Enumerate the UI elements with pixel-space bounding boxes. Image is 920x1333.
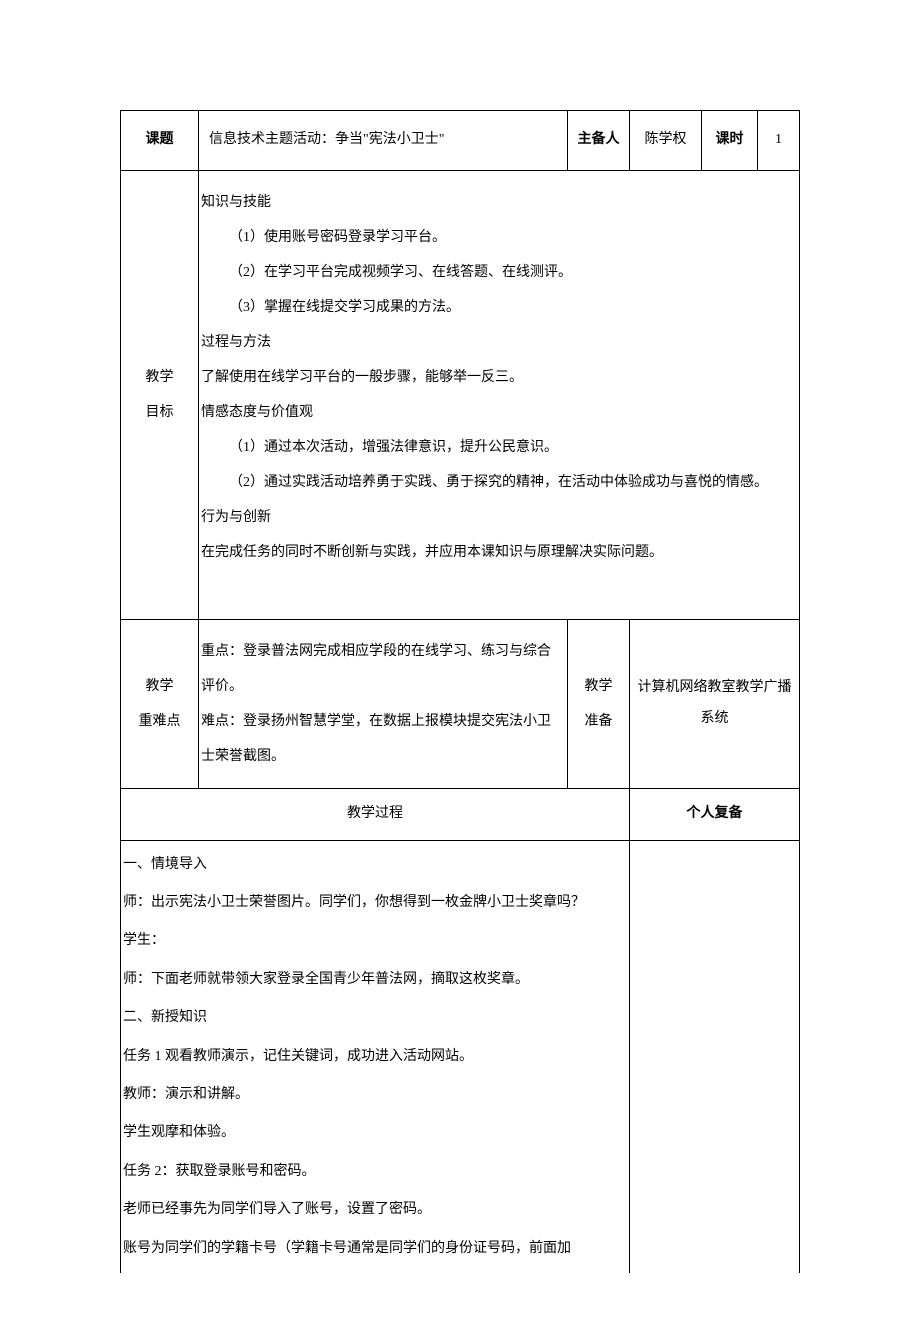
keypoints-content: 重点：登录普法网完成相应学段的在线学习、练习与综合评价。 难点：登录扬州智慧学堂… — [199, 619, 568, 788]
process-content-row: 一、情境导入 师：出示宪法小卫士荣誉图片。同学们，你想得到一枚金牌小卫士奖章吗？… — [121, 840, 800, 1273]
process-content-left: 一、情境导入 师：出示宪法小卫士荣誉图片。同学们，你想得到一枚金牌小卫士奖章吗？… — [121, 840, 630, 1273]
obj-line-5: 了解使用在线学习平台的一般步骤，能够举一反三。 — [201, 360, 795, 395]
keypoint-line-0: 重点：登录普法网完成相应学段的在线学习、练习与综合评价。 — [201, 634, 563, 704]
proc-line-2: 学生： — [123, 923, 627, 959]
obj-line-0: 知识与技能 — [201, 185, 795, 220]
obj-line-9: 行为与创新 — [201, 500, 795, 535]
topic-value: 信息技术主题活动：争当"宪法小卫士" — [199, 111, 568, 171]
author-label: 主备人 — [568, 111, 630, 171]
obj-line-10: 在完成任务的同时不断创新与实践，并应用本课知识与原理解决实际问题。 — [201, 535, 795, 570]
obj-line-1: （1）使用账号密码登录学习平台。 — [201, 220, 795, 255]
prep-value: 计算机网络教室教学广播系统 — [630, 619, 800, 788]
proc-line-4: 二、新授知识 — [123, 1000, 627, 1036]
proc-line-3: 师：下面老师就带领大家登录全国青少年普法网，摘取这枚奖章。 — [123, 962, 627, 998]
proc-line-10: 账号为同学们的学籍卡号（学籍卡号通常是同学们的身份证号码，前面加 — [123, 1231, 627, 1267]
obj-line-3: （3）掌握在线提交学习成果的方法。 — [201, 290, 795, 325]
obj-line-2: （2）在学习平台完成视频学习、在线答题、在线测评。 — [201, 255, 795, 290]
topic-label: 课题 — [121, 111, 199, 171]
obj-line-8: （2）通过实践活动培养勇于实践、勇于探究的精神，在活动中体验成功与喜悦的情感。 — [201, 465, 795, 500]
proc-line-7: 学生观摩和体验。 — [123, 1115, 627, 1151]
proc-line-1: 师：出示宪法小卫士荣誉图片。同学们，你想得到一枚金牌小卫士奖章吗？ — [123, 885, 627, 921]
objectives-label: 教学目标 — [121, 170, 199, 619]
process-header-left: 教学过程 — [121, 788, 630, 840]
obj-line-7: （1）通过本次活动，增强法律意识，提升公民意识。 — [201, 430, 795, 465]
process-content-right — [630, 840, 800, 1273]
keypoints-label: 教学重难点 — [121, 619, 199, 788]
keypoints-row: 教学重难点 重点：登录普法网完成相应学段的在线学习、练习与综合评价。 难点：登录… — [121, 619, 800, 788]
author-value: 陈学权 — [630, 111, 702, 171]
header-row: 课题 信息技术主题活动：争当"宪法小卫士" 主备人 陈学权 课时 1 — [121, 111, 800, 171]
obj-line-4: 过程与方法 — [201, 325, 795, 360]
prep-label: 教学准备 — [568, 619, 630, 788]
proc-line-8: 任务 2：获取登录账号和密码。 — [123, 1154, 627, 1190]
objectives-content: 知识与技能 （1）使用账号密码登录学习平台。 （2）在学习平台完成视频学习、在线… — [199, 170, 800, 619]
proc-line-6: 教师：演示和讲解。 — [123, 1077, 627, 1113]
lesson-plan-table: 课题 信息技术主题活动：争当"宪法小卫士" 主备人 陈学权 课时 1 教学目标 … — [120, 110, 800, 1273]
proc-line-0: 一、情境导入 — [123, 847, 627, 883]
proc-line-5: 任务 1 观看教师演示，记住关键词，成功进入活动网站。 — [123, 1039, 627, 1075]
process-header-right: 个人复备 — [630, 788, 800, 840]
period-value: 1 — [758, 111, 800, 171]
process-header-row: 教学过程 个人复备 — [121, 788, 800, 840]
proc-line-9: 老师已经事先为同学们导入了账号，设置了密码。 — [123, 1192, 627, 1228]
keypoint-line-1: 难点：登录扬州智慧学堂，在数据上报模块提交宪法小卫士荣誉截图。 — [201, 704, 563, 774]
objectives-row: 教学目标 知识与技能 （1）使用账号密码登录学习平台。 （2）在学习平台完成视频… — [121, 170, 800, 619]
period-label: 课时 — [702, 111, 758, 171]
obj-line-6: 情感态度与价值观 — [201, 395, 795, 430]
